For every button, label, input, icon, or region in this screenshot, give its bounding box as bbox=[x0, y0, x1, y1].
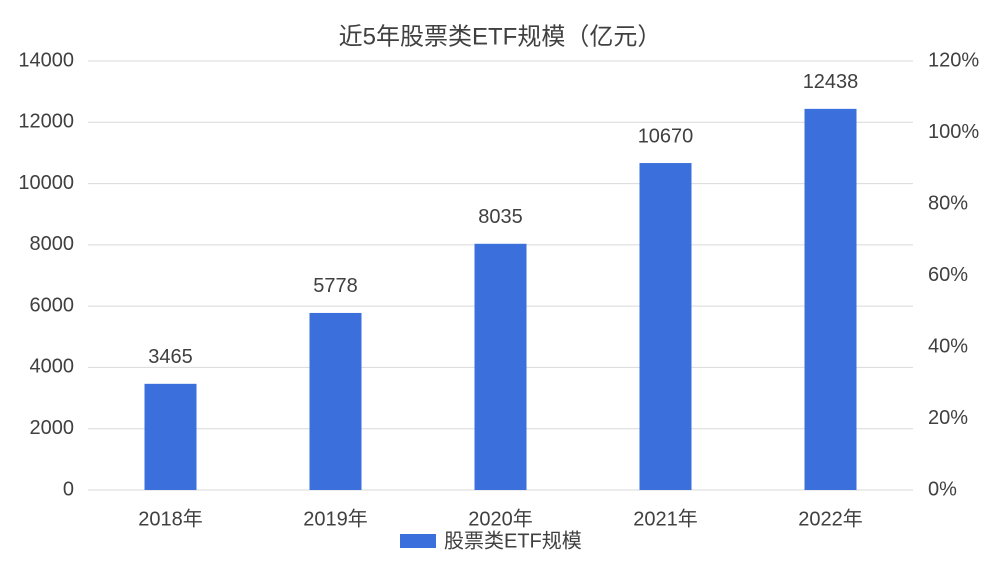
y-tick-label: 8000 bbox=[30, 233, 75, 255]
y2-tick-label: 80% bbox=[928, 192, 968, 214]
data-label: 8035 bbox=[478, 206, 523, 228]
y2-tick-label: 100% bbox=[928, 121, 979, 143]
bar bbox=[309, 312, 362, 490]
y-tick-label: 4000 bbox=[30, 356, 75, 378]
y-tick-label: 0 bbox=[63, 478, 74, 500]
data-label: 12438 bbox=[803, 71, 859, 93]
y-tick-label: 6000 bbox=[30, 294, 75, 316]
bar bbox=[474, 243, 527, 490]
x-tick-label: 2022年 bbox=[798, 507, 863, 530]
legend-swatch bbox=[400, 534, 436, 548]
data-label: 5778 bbox=[313, 275, 358, 297]
x-tick-label: 2019年 bbox=[303, 507, 368, 530]
y2-tick-label: 20% bbox=[928, 407, 968, 429]
chart-title: 近5年股票类ETF规模（亿元） bbox=[339, 23, 662, 50]
legend-label: 股票类ETF规模 bbox=[444, 529, 582, 552]
bar bbox=[144, 383, 197, 490]
y2-tick-label: 60% bbox=[928, 264, 968, 286]
y2-tick-label: 120% bbox=[928, 49, 979, 71]
x-tick-label: 2020年 bbox=[468, 507, 533, 530]
data-label: 10670 bbox=[638, 125, 694, 147]
y-tick-label: 10000 bbox=[18, 172, 74, 194]
data-label: 3465 bbox=[148, 346, 193, 368]
y2-tick-label: 40% bbox=[928, 335, 968, 357]
bar bbox=[639, 163, 692, 490]
y2-tick-label: 0% bbox=[928, 478, 957, 500]
y-tick-label: 14000 bbox=[18, 49, 74, 71]
x-tick-label: 2018年 bbox=[138, 507, 203, 530]
x-tick-label: 2021年 bbox=[633, 507, 698, 530]
bar bbox=[804, 108, 857, 491]
y-tick-label: 12000 bbox=[18, 111, 74, 133]
y-tick-label: 2000 bbox=[30, 417, 75, 439]
